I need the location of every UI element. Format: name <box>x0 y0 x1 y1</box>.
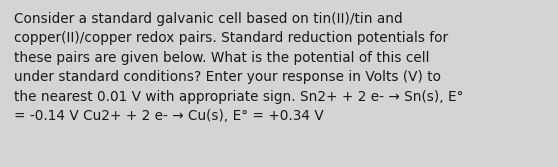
Text: Consider a standard galvanic cell based on tin(II)/tin and
copper(II)/copper red: Consider a standard galvanic cell based … <box>14 12 463 123</box>
